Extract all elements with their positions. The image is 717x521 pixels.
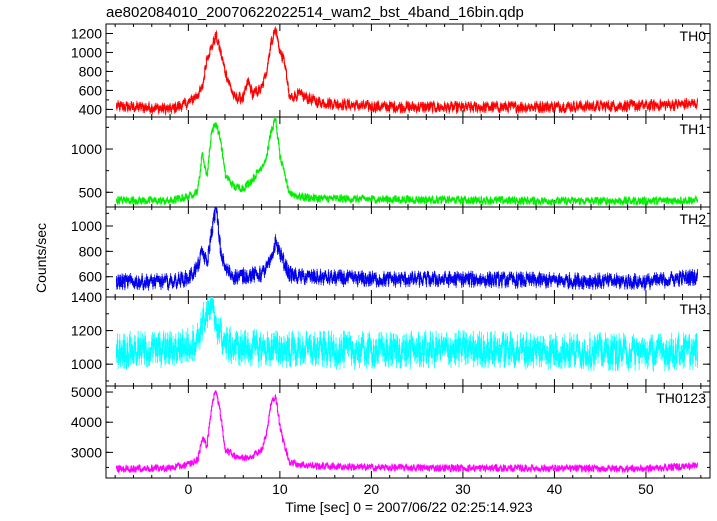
y-tick-label: 1000 (71, 44, 102, 60)
panel-label: TH2 (680, 211, 707, 227)
x-tick-label: 0 (184, 481, 192, 497)
chart-title: ae802084010_20070622022514_wam2_bst_4ban… (106, 4, 524, 21)
y-tick-label: 500 (79, 184, 103, 200)
y-tick-label: 5000 (71, 384, 102, 400)
panel-th1: 500 1000 TH1 (71, 116, 711, 208)
x-tick-label: 30 (455, 481, 471, 497)
panel-label: TH0 (680, 28, 707, 44)
x-axis-label: Time [sec] 0 = 2007/06/22 02:25:14.923 (285, 499, 533, 515)
x-tick-label: 20 (364, 481, 380, 497)
y-tick-label: 600 (79, 82, 103, 98)
panel-th2: 600 800 1000 TH2 (71, 206, 711, 298)
y-tick-label: 4000 (71, 414, 102, 430)
y-tick-label: 800 (79, 243, 103, 259)
y-tick-label: 1400 (71, 289, 102, 305)
y-tick-label: 1000 (71, 141, 102, 157)
error-bars (116, 26, 698, 116)
panel-label: TH1 (680, 121, 707, 137)
light-curve-line (116, 391, 698, 472)
light-curve-line (116, 117, 698, 205)
panel-th0: 400 600 800 1000 1200 TH0 (71, 23, 711, 118)
y-tick-label: 1000 (71, 356, 102, 372)
error-bars (116, 390, 698, 473)
series-th2 (116, 207, 698, 291)
panel-th0123: 3000 4000 5000 TH0123 (71, 384, 711, 479)
series-th1 (116, 117, 698, 206)
panel-label: TH3 (680, 301, 707, 317)
light-curve-line (116, 207, 698, 288)
light-curve-line (116, 28, 698, 114)
light-curve-line (116, 299, 698, 366)
y-tick-label: 600 (79, 269, 103, 285)
x-tick-label: 10 (272, 481, 288, 497)
series-th3 (116, 297, 698, 372)
y-tick-label: 3000 (71, 444, 102, 460)
series-th0 (116, 26, 698, 116)
y-axis-label: Counts/sec (33, 223, 49, 293)
y-tick-label: 1000 (71, 218, 102, 234)
panel-label: TH0123 (656, 390, 706, 406)
y-tick-label: 800 (79, 63, 103, 79)
x-tick-label: 50 (638, 481, 654, 497)
x-tick-label: 40 (547, 481, 563, 497)
y-tick-label: 400 (79, 101, 103, 117)
y-tick-label: 1200 (71, 25, 102, 41)
panel-th3: 1000 1200 1400 TH3 (71, 289, 711, 387)
series-th0123 (116, 390, 698, 473)
y-tick-label: 1200 (71, 323, 102, 339)
